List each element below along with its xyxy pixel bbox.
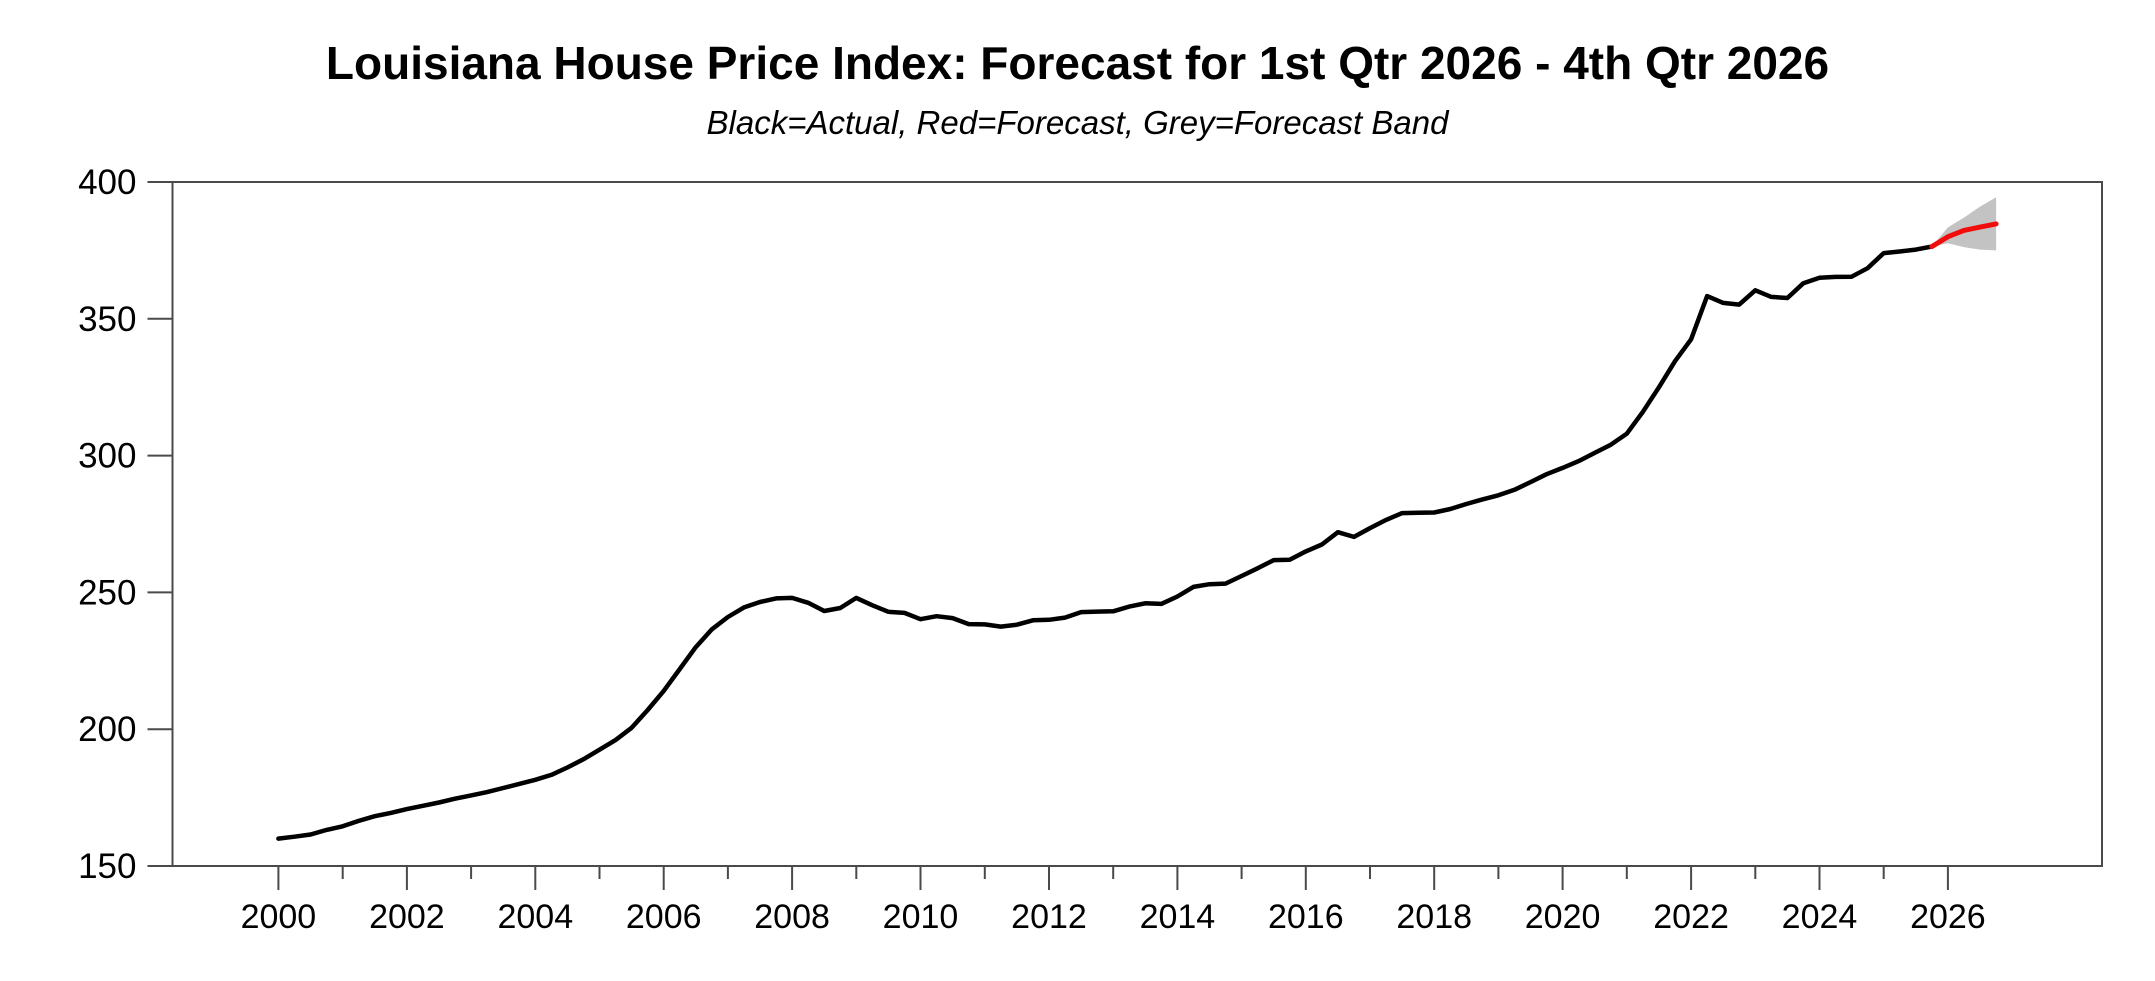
x-tick-label: 2012: [1011, 898, 1087, 936]
x-tick-label: 2022: [1653, 898, 1729, 936]
y-tick-label: 350: [78, 300, 136, 339]
y-tick-label: 200: [78, 710, 136, 749]
plot-frame: [171, 181, 2103, 867]
x-tick-label: 2006: [626, 898, 702, 936]
x-tick-label: 2004: [497, 898, 573, 936]
forecast-line: [1929, 221, 1999, 250]
y-tick-label: 250: [78, 573, 136, 612]
x-tick-label: 2020: [1525, 898, 1601, 936]
x-tick-label: 2026: [1910, 898, 1986, 936]
x-tick-label: 2008: [754, 898, 830, 936]
y-tick-label: 300: [78, 437, 136, 476]
y-tick-label: 400: [78, 163, 136, 202]
actual-line: [276, 244, 1935, 841]
x-tick-label: 2016: [1268, 898, 1344, 936]
x-tick-label: 2018: [1396, 898, 1472, 936]
chart-subtitle-legend: Black=Actual, Red=Forecast, Grey=Forecas…: [706, 104, 1449, 141]
x-tick-label: 2002: [369, 898, 445, 936]
y-tick-label: 150: [78, 847, 136, 886]
x-tick-label: 2000: [241, 898, 317, 936]
x-tick-label: 2010: [883, 898, 959, 936]
x-tick-label: 2014: [1140, 898, 1216, 936]
x-tick-label: 2024: [1782, 898, 1858, 936]
chart-title: Louisiana House Price Index: Forecast fo…: [325, 37, 1830, 89]
